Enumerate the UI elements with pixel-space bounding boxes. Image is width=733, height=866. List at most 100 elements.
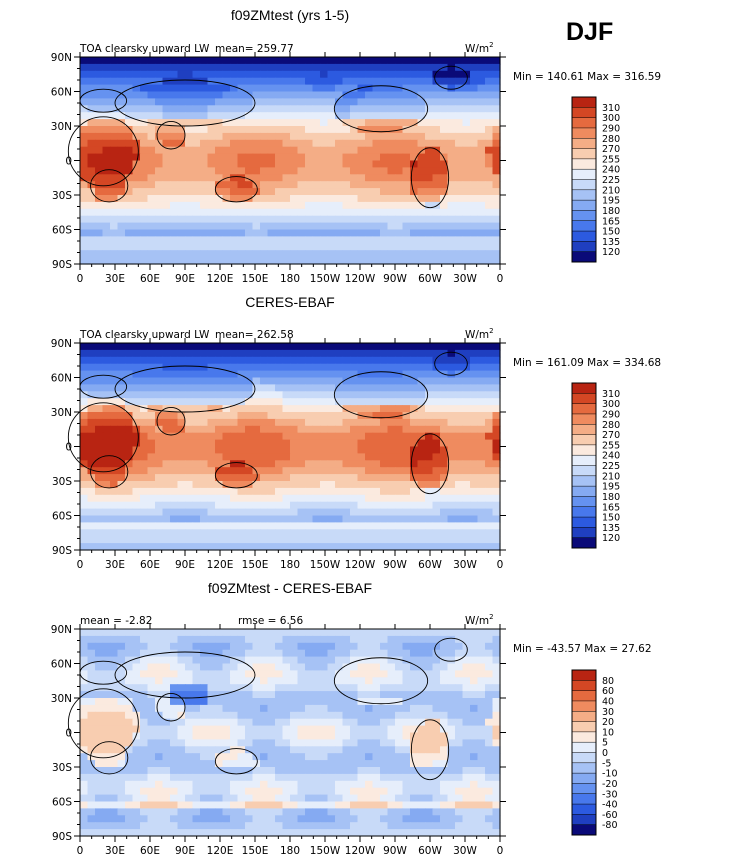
map-cell — [425, 391, 434, 399]
map-cell — [237, 467, 246, 475]
panel-title: CERES-EBAF — [245, 294, 334, 310]
map-cell — [275, 222, 284, 231]
coastline — [114, 365, 256, 413]
map-cell — [245, 453, 254, 461]
map-cell — [117, 446, 126, 454]
map-cell — [425, 767, 434, 775]
map-cell — [462, 670, 471, 678]
map-cell — [410, 418, 419, 427]
map-cell — [215, 236, 224, 244]
map-cell — [177, 536, 186, 544]
map-cell — [185, 453, 194, 461]
panel-left-label: mean = -2.82 — [80, 615, 152, 627]
map-cell — [102, 222, 111, 231]
map-cell — [252, 356, 261, 365]
map-cell — [177, 529, 186, 537]
map-cell — [350, 236, 359, 244]
map-cell — [162, 753, 171, 761]
map-cell — [417, 412, 426, 420]
map-cell — [485, 481, 494, 489]
map-cell — [380, 57, 389, 65]
map-cell — [297, 343, 306, 351]
map-cell — [447, 418, 456, 427]
map-cell — [372, 522, 381, 530]
map-cell — [230, 222, 239, 231]
map-cell — [170, 119, 179, 127]
map-cell — [297, 418, 306, 427]
map-cell — [380, 77, 389, 86]
map-cell — [200, 112, 209, 120]
map-cell — [192, 635, 201, 644]
map-cell — [200, 167, 209, 175]
map-cell — [132, 677, 141, 685]
map-cell — [80, 57, 89, 65]
map-cell — [125, 91, 134, 99]
map-cell — [350, 384, 359, 392]
map-cell — [267, 746, 276, 754]
map-cell — [110, 91, 119, 99]
map-cell — [425, 515, 434, 523]
map-cell — [297, 677, 306, 685]
map-cell — [312, 418, 321, 427]
map-cell — [87, 635, 96, 644]
map-cell — [222, 663, 231, 671]
map-cell — [87, 370, 96, 379]
map-cell — [125, 474, 134, 482]
map-cell — [125, 349, 134, 358]
map-cell — [267, 84, 276, 93]
map-cell — [282, 446, 291, 454]
map-cell — [275, 746, 284, 754]
map-cell — [222, 425, 231, 434]
map-cell — [162, 243, 171, 251]
map-cell — [185, 229, 194, 237]
map-cell — [342, 649, 351, 658]
map-cell — [177, 446, 186, 454]
map-cell — [440, 188, 449, 196]
map-cell — [80, 384, 89, 392]
map-cell — [125, 649, 134, 658]
map-cell — [125, 732, 134, 740]
map-cell — [432, 153, 441, 162]
map-cell — [350, 677, 359, 685]
map-cell — [485, 398, 494, 406]
map-cell — [185, 677, 194, 685]
map-cell — [95, 739, 104, 747]
map-cell — [140, 412, 149, 420]
map-cell — [260, 753, 269, 761]
colorbar-swatch — [572, 444, 596, 456]
map-cell — [185, 98, 194, 106]
map-cell — [87, 153, 96, 162]
map-cell — [245, 398, 254, 406]
map-cell — [387, 257, 396, 265]
map-cell — [440, 391, 449, 399]
map-cell — [350, 222, 359, 231]
map-cell — [170, 536, 179, 544]
map-cell — [155, 391, 164, 399]
map-cell — [372, 656, 381, 665]
map-cell — [177, 229, 186, 237]
map-cell — [260, 398, 269, 406]
map-cell — [230, 522, 239, 530]
panel-minmax: Min = 140.61 Max = 316.59 — [513, 71, 661, 83]
x-tick-label: 120W — [345, 559, 376, 571]
map-cell — [87, 704, 96, 713]
map-cell — [237, 698, 246, 706]
map-cell — [260, 460, 269, 468]
map-cell — [117, 746, 126, 754]
map-cell — [455, 760, 464, 768]
map-cell — [440, 508, 449, 517]
map-cell — [207, 780, 216, 789]
map-cell — [455, 188, 464, 196]
map-cell — [87, 63, 96, 72]
map-cell — [492, 767, 501, 775]
map-cell — [282, 160, 291, 168]
map-cell — [267, 753, 276, 761]
map-cell — [342, 698, 351, 706]
map-cell — [440, 215, 449, 224]
map-cell — [177, 522, 186, 530]
map-cell — [305, 522, 314, 530]
map-cell — [132, 425, 141, 434]
map-cell — [305, 746, 314, 754]
map-cell — [417, 119, 426, 127]
map-cell — [402, 425, 411, 434]
